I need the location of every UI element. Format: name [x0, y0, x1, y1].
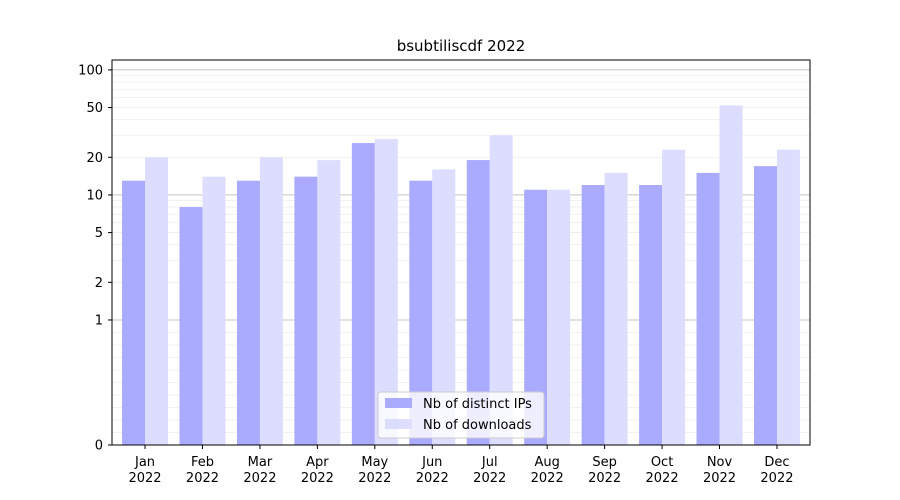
bar-downloads: [259, 157, 283, 445]
y-tick-label: 1: [95, 313, 103, 328]
legend-label-ips: Nb of distinct IPs: [423, 397, 532, 412]
plot-frame: [111, 59, 811, 446]
legend-box: [377, 391, 545, 439]
x-tick-label: Nov 2022: [703, 455, 736, 486]
legend: Nb of distinct IPs Nb of downloads: [377, 391, 545, 439]
x-tick-label: Jan 2022: [128, 455, 161, 486]
legend-label-downloads: Nb of downloads: [423, 418, 532, 433]
x-tick-label: Dec 2022: [760, 455, 793, 486]
chart-title: bsubtiliscdf 2022: [397, 37, 526, 55]
bar-distinct-ips: [466, 160, 490, 445]
bar-downloads: [604, 172, 628, 445]
y-tick-label: 2: [95, 276, 103, 291]
x-tick-label: Jun 2022: [416, 455, 449, 486]
bar-downloads: [374, 139, 398, 445]
bar-distinct-ips: [236, 180, 260, 445]
bar-distinct-ips: [696, 172, 720, 445]
y-axis: 0 1 2 5 10 20 50 100: [78, 63, 112, 454]
bar-distinct-ips: [122, 180, 146, 445]
bar-distinct-ips: [524, 189, 548, 445]
x-tick-label: Apr 2022: [301, 455, 334, 486]
x-tick-label: Feb 2022: [186, 455, 219, 486]
bars: [122, 105, 800, 446]
y-tick-label: 20: [86, 151, 103, 166]
bar-downloads: [145, 157, 169, 445]
x-tick-label: Jul 2022: [473, 455, 506, 486]
bar-downloads: [432, 169, 456, 445]
x-tick-label: Oct 2022: [646, 455, 679, 486]
bar-distinct-ips: [294, 176, 318, 445]
bar-downloads: [662, 149, 686, 446]
bar-distinct-ips: [581, 185, 605, 445]
bar-distinct-ips: [351, 143, 375, 445]
y-tick-label: 50: [86, 101, 103, 116]
bar-downloads: [317, 160, 341, 445]
x-tick-label: May 2022: [358, 455, 391, 486]
bar-distinct-ips: [639, 185, 663, 445]
legend-swatch-ips: [385, 398, 412, 408]
bar-downloads: [202, 176, 226, 445]
bar-distinct-ips: [409, 180, 433, 445]
bar-downloads: [719, 105, 743, 446]
x-tick-label: Mar 2022: [243, 455, 276, 486]
y-tick-label: 0: [95, 439, 103, 454]
bar-distinct-ips: [753, 166, 777, 445]
bar-distinct-ips: [179, 207, 203, 445]
grid-lines: [112, 69, 810, 433]
x-tick-label: Aug 2022: [531, 455, 564, 486]
y-tick-label: 100: [78, 63, 103, 78]
bar-downloads: [547, 189, 571, 445]
legend-swatch-downloads: [385, 419, 412, 429]
x-tick-label: Sep 2022: [588, 455, 621, 486]
y-tick-label: 5: [95, 226, 103, 241]
bar-downloads: [489, 135, 513, 445]
y-tick-label: 10: [86, 188, 103, 203]
bar-downloads: [776, 149, 800, 446]
x-axis: Jan 2022 Feb 2022 Mar 2022 Apr 2022 May 2022 Jun 20…: [128, 445, 794, 486]
